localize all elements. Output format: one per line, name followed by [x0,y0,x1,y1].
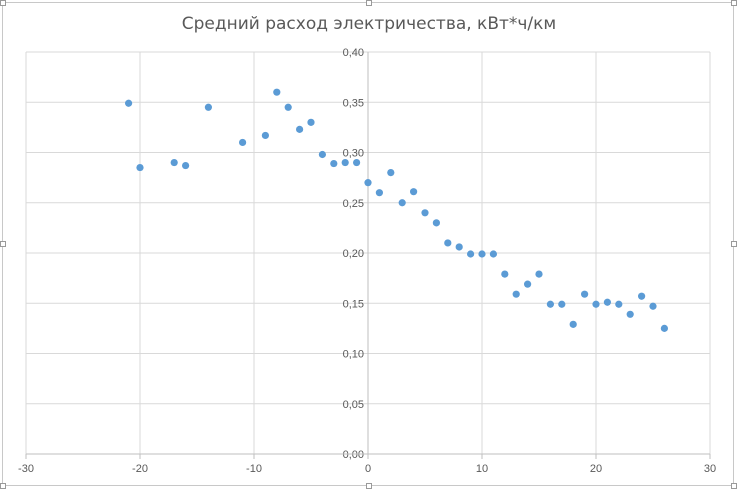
data-point[interactable] [204,103,212,111]
y-tick-label: 0,40 [343,47,364,59]
data-point[interactable] [421,209,429,217]
resize-handle-bottom[interactable] [366,483,372,489]
y-tick-label: 0,10 [343,349,364,361]
data-point[interactable] [535,270,543,278]
y-tick-label: 0,00 [343,449,364,461]
data-point[interactable] [569,320,577,328]
data-point[interactable] [432,219,440,227]
y-tick-label: 0,05 [343,399,364,411]
data-point[interactable] [239,138,247,147]
x-tick-label: -30 [18,463,34,475]
data-point[interactable] [387,169,395,177]
data-point[interactable] [341,158,349,167]
data-point[interactable] [182,161,190,170]
resize-handle-bottom-right[interactable] [731,483,737,489]
y-tick-label: 0,20 [343,248,364,260]
data-point[interactable] [501,270,509,278]
data-point[interactable] [273,88,281,96]
data-point[interactable] [455,243,463,251]
data-point[interactable] [524,280,532,288]
data-point[interactable] [170,158,178,167]
x-tick-label: -10 [246,463,262,475]
y-tick-label: 0,30 [343,148,364,160]
x-tick-label: 30 [704,463,716,475]
data-point[interactable] [296,125,304,133]
data-point[interactable] [649,302,657,310]
data-point[interactable] [558,300,566,308]
data-point[interactable] [398,199,406,207]
data-point[interactable] [444,239,452,247]
y-tick-label: 0,15 [343,298,364,310]
x-tick-label: 0 [365,463,371,475]
data-point[interactable] [638,292,646,300]
chart-title[interactable]: Средний расход электричества, кВт*ч/км [181,14,557,34]
data-point[interactable] [660,324,669,332]
data-point[interactable] [467,250,475,258]
data-point[interactable] [489,250,497,258]
data-point[interactable] [330,159,338,168]
x-tick-label: 10 [476,463,488,475]
data-point[interactable] [581,290,589,298]
data-point[interactable] [592,300,600,308]
data-point[interactable] [318,150,326,159]
data-point[interactable] [615,300,623,308]
data-point[interactable] [364,179,372,187]
resize-handle-left[interactable] [0,241,6,247]
x-tick-label: -20 [132,463,148,475]
resize-handle-top-left[interactable] [0,0,6,6]
data-point[interactable] [512,290,520,298]
data-point[interactable] [410,188,418,196]
resize-handle-right[interactable] [731,241,737,247]
data-point[interactable] [261,131,269,140]
data-point[interactable] [125,99,133,107]
resize-handle-top-right[interactable] [731,0,737,6]
data-point[interactable] [478,250,486,258]
data-point[interactable] [353,158,361,167]
data-point[interactable] [307,118,315,126]
x-tick-label: 20 [590,463,602,475]
resize-handle-top[interactable] [366,0,372,6]
y-tick-label: 0,25 [343,198,364,210]
data-point[interactable] [546,300,555,308]
data-point[interactable] [375,189,383,197]
data-point[interactable] [626,310,634,318]
data-point[interactable] [284,103,292,111]
y-tick-label: 0,35 [343,97,364,109]
data-point[interactable] [136,163,144,172]
resize-handle-bottom-left[interactable] [0,483,6,489]
data-point[interactable] [603,298,612,306]
